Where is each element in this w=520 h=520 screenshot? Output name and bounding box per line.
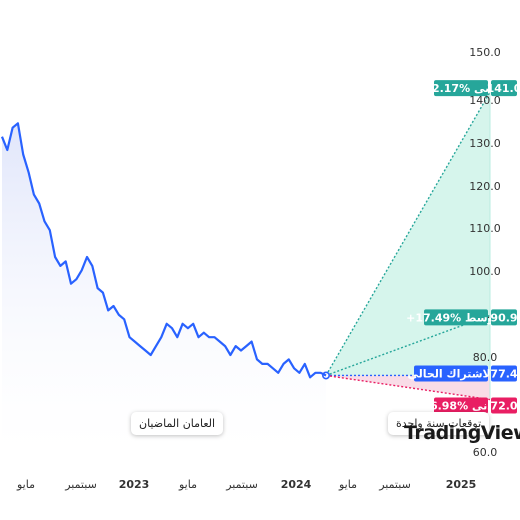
x-tick-label: سبتمبر [378,478,411,491]
y-tick-label: 80.0 [473,351,498,364]
forecast-tag-label-avg: +17.49% متوسط [406,311,506,324]
y-tick-label: 150.0 [469,46,501,59]
y-tick-label: 110.0 [469,222,501,235]
forecast-value-low: 72.0 [490,400,517,413]
forecast-line-avg [325,314,491,377]
forecast-tag-label-low: -6.98% أدنى [425,399,496,413]
forecast-value-avg: 90.9 [490,311,517,324]
y-tick-label: 140.0 [469,94,501,107]
x-tick-label: مايو [16,478,35,491]
y-tick-label: 60.0 [473,446,498,459]
y-tick-label: 100.0 [469,265,501,278]
price-history-area [2,123,326,454]
x-tick-label: 2024 [281,478,312,491]
y-tick-label: 120.0 [469,180,501,193]
forecast-tag-low [434,397,488,414]
forecast-value-box-current [491,365,517,382]
forecast-tag-current [414,365,488,382]
price-line [0,122,327,379]
forecast-tag-label-high: +82.17% أقصى [415,81,507,95]
forecast-value-box-high [491,80,517,97]
forecast-tag-label-current: الاشتراك الحالي [407,367,494,380]
forecast-line-high [325,91,491,376]
x-tick-label: مايو [178,478,197,491]
forecast-value-current: 77.4 [490,367,517,380]
x-tick-label: مايو [338,478,357,491]
x-tick-label: سبتمبر [225,478,258,491]
past-two-years-label: العامان الماضيان [131,412,224,435]
x-tick-label: 2023 [119,478,150,491]
forecast-value-box-low [491,397,517,414]
forecast-tag-avg [424,309,488,326]
y-tick-label: 130.0 [469,137,501,150]
tradingview-logo: TradingView [404,422,520,444]
x-tick-label: 2025 [446,478,477,491]
x-tick-label: سبتمبر [64,478,97,491]
one-year-forecast-label: توقعات سنة واحدة [388,412,490,435]
forecast-value-high: 141.0 [487,82,520,95]
forecast-tag-high [434,80,488,97]
forecast-value-box-avg [491,309,517,326]
